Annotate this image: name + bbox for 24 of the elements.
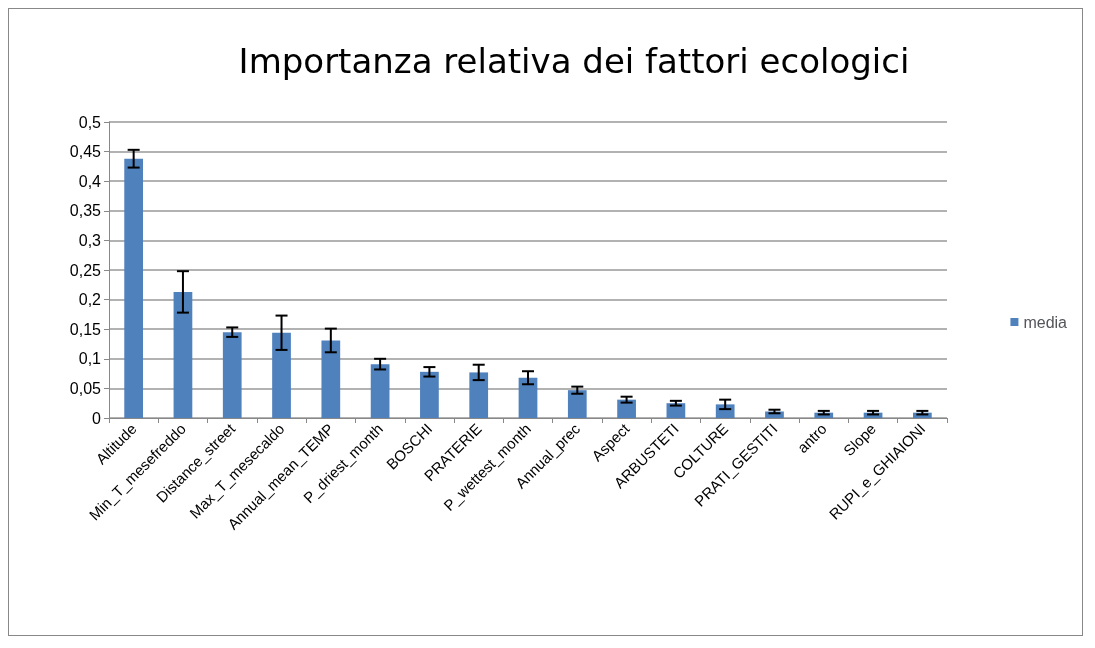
chart-title: Importanza relativa dei fattori ecologici [238,41,910,81]
bar [173,291,193,418]
bar [666,403,686,418]
bar [222,332,242,418]
bar [370,364,390,418]
bar [469,372,489,418]
y-tick-label: 0 [92,409,102,427]
bar [272,332,291,418]
legend-label: media [1023,313,1068,331]
y-tick-label: 0,35 [69,202,102,220]
y-tick-label: 0,25 [69,261,102,279]
bar [124,158,144,418]
bar [420,371,439,418]
y-tick-label: 0,45 [69,143,102,161]
y-tick-label: 0,15 [69,320,102,338]
y-tick-label: 0,1 [78,350,102,368]
y-tick-label: 0,3 [78,231,102,249]
y-tick-label: 0,05 [69,379,102,397]
y-tick-label: 0,5 [78,113,102,131]
y-tick-label: 0,4 [78,172,102,190]
y-tick-label: 0,2 [78,291,102,309]
bar [321,340,341,418]
bar [518,377,538,418]
bar [567,390,587,418]
